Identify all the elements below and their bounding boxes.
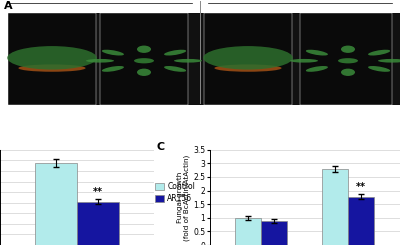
Circle shape xyxy=(203,46,293,70)
Ellipse shape xyxy=(86,59,114,62)
Text: **: ** xyxy=(356,182,366,192)
Y-axis label: Fungal growth
(fold of BcActin/AtActin): Fungal growth (fold of BcActin/AtActin) xyxy=(177,154,190,241)
Ellipse shape xyxy=(368,50,390,56)
Bar xyxy=(8,12,400,105)
Ellipse shape xyxy=(306,66,328,72)
Ellipse shape xyxy=(18,64,86,72)
Bar xyxy=(8,12,96,105)
Bar xyxy=(100,12,188,105)
Bar xyxy=(236,218,262,245)
Bar xyxy=(300,12,392,105)
Text: A: A xyxy=(4,1,13,11)
Circle shape xyxy=(134,58,154,63)
Ellipse shape xyxy=(341,69,355,76)
Circle shape xyxy=(338,58,358,63)
Text: C: C xyxy=(156,142,164,152)
Ellipse shape xyxy=(214,64,282,72)
Bar xyxy=(35,163,77,245)
Bar xyxy=(348,196,374,245)
Bar xyxy=(262,221,288,245)
Ellipse shape xyxy=(137,69,151,76)
Ellipse shape xyxy=(102,66,124,72)
Ellipse shape xyxy=(341,46,355,53)
Ellipse shape xyxy=(368,66,390,72)
Bar xyxy=(204,12,292,105)
Ellipse shape xyxy=(102,50,124,56)
Ellipse shape xyxy=(137,46,151,53)
Ellipse shape xyxy=(164,50,186,56)
Ellipse shape xyxy=(290,59,318,62)
Ellipse shape xyxy=(378,59,400,62)
Bar xyxy=(77,202,119,245)
Text: **: ** xyxy=(93,187,103,197)
Ellipse shape xyxy=(174,59,202,62)
Legend: Control, AR156: Control, AR156 xyxy=(152,179,198,206)
Ellipse shape xyxy=(306,50,328,56)
Circle shape xyxy=(7,46,97,70)
Ellipse shape xyxy=(164,66,186,72)
Bar xyxy=(322,169,348,245)
